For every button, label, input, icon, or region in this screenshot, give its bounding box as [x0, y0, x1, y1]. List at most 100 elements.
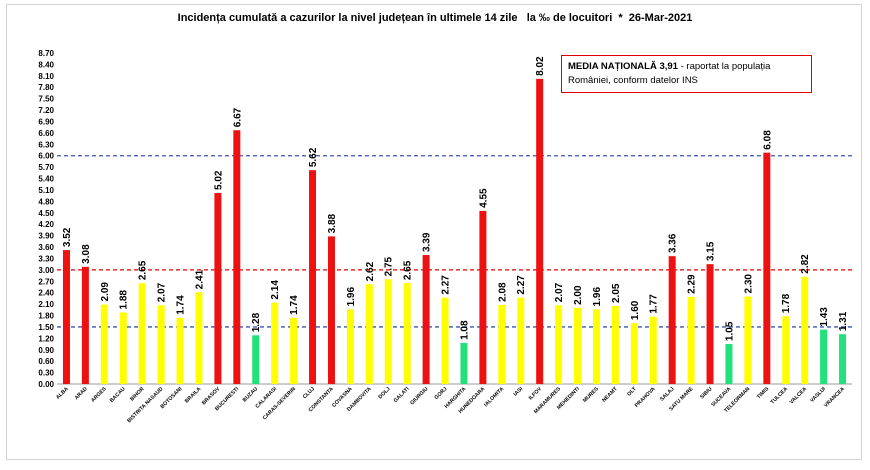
- national-average-description: - raportat la populația României, confor…: [568, 61, 771, 86]
- y-tick-label: 3.60: [38, 243, 54, 252]
- bar: [81, 266, 89, 384]
- category-label: VASLUI: [809, 386, 827, 404]
- category-label: DOLJ: [377, 386, 391, 400]
- value-label: 2.30: [743, 274, 754, 294]
- category-label: IASI: [513, 386, 525, 398]
- category-label: NEAMT: [601, 386, 619, 404]
- value-label: 3.88: [327, 213, 338, 233]
- category-label: VRANCEA: [823, 386, 846, 409]
- value-label: 1.31: [838, 311, 849, 331]
- category-label: CARAS-SEVERIN: [262, 386, 297, 421]
- value-label: 8.02: [535, 56, 546, 76]
- y-tick-label: 5.40: [38, 175, 54, 184]
- bar: [176, 317, 184, 384]
- value-label: 2.29: [687, 274, 698, 294]
- bar: [441, 297, 449, 384]
- value-label: 3.39: [422, 232, 433, 252]
- y-tick-label: 6.90: [38, 117, 54, 126]
- category-label: CLUJ: [302, 386, 316, 400]
- y-tick-label: 5.70: [38, 163, 54, 172]
- category-label: BACAU: [109, 386, 127, 404]
- value-label: 6.08: [762, 130, 773, 150]
- value-label: 4.55: [478, 188, 489, 208]
- y-tick-label: 6.00: [38, 152, 54, 161]
- chart-title: Incidența cumulată a cazurilor la nivel …: [177, 12, 693, 24]
- category-label: IALOMITA: [483, 386, 505, 408]
- bar: [555, 305, 563, 384]
- bar: [290, 317, 298, 384]
- bar: [536, 78, 544, 384]
- bar: [403, 283, 411, 384]
- value-label: 1.05: [724, 321, 735, 341]
- bar: [668, 256, 676, 384]
- value-label: 2.75: [384, 256, 395, 276]
- bar: [706, 264, 714, 384]
- bar: [100, 304, 108, 384]
- bar: [214, 193, 222, 384]
- category-label: GORJ: [434, 386, 449, 401]
- y-tick-label: 7.80: [38, 83, 54, 92]
- bar: [498, 304, 506, 384]
- value-label: 2.27: [441, 275, 452, 295]
- value-label: 1.78: [781, 293, 792, 313]
- y-tick-label: 6.30: [38, 140, 54, 149]
- y-tick-label: 3.00: [38, 266, 54, 275]
- value-label: 1.08: [459, 320, 470, 340]
- value-label: 2.07: [157, 282, 168, 302]
- category-label: OLT: [626, 386, 638, 398]
- chart-frame: [6, 4, 862, 460]
- national-average-note: MEDIA NAȚIONALĂ 3,91 - raportat la popul…: [561, 55, 812, 93]
- value-label: 2.65: [138, 260, 149, 280]
- category-label: BUZAU: [242, 386, 259, 403]
- bar: [252, 335, 260, 384]
- category-label: ALBA: [55, 386, 70, 401]
- category-label: VALCEA: [789, 386, 808, 405]
- y-tick-label: 4.20: [38, 220, 54, 229]
- bar: [611, 306, 619, 384]
- value-label: 2.65: [403, 260, 414, 280]
- value-label: 1.28: [251, 312, 262, 332]
- category-label: BRAILA: [184, 386, 203, 405]
- y-tick-label: 8.70: [38, 49, 54, 58]
- value-label: 2.62: [365, 261, 376, 281]
- value-label: 5.62: [308, 147, 319, 167]
- y-tick-label: 1.80: [38, 312, 54, 321]
- bar: [422, 255, 430, 384]
- category-label: SALAJ: [659, 386, 676, 403]
- value-label: 5.02: [213, 170, 224, 190]
- bar: [649, 316, 657, 384]
- value-label: 3.15: [706, 241, 717, 261]
- category-label: BIHOR: [129, 386, 145, 402]
- bar: [479, 210, 487, 384]
- category-label: TIMIS: [756, 386, 771, 401]
- bar: [271, 302, 279, 384]
- category-label: PRAHOVA: [634, 386, 657, 409]
- value-label: 2.07: [554, 282, 565, 302]
- y-tick-label: 4.80: [38, 197, 54, 206]
- y-tick-label: 8.40: [38, 60, 54, 69]
- value-label: 2.08: [497, 282, 508, 302]
- y-tick-label: 0.00: [38, 380, 54, 389]
- value-label: 2.27: [516, 275, 527, 295]
- category-label: ARAD: [74, 386, 89, 401]
- bar: [763, 152, 771, 384]
- y-tick-label: 0.90: [38, 346, 54, 355]
- y-tick-label: 1.20: [38, 334, 54, 343]
- bar: [744, 296, 752, 384]
- bar: [365, 284, 373, 384]
- y-tick-label: 0.30: [38, 369, 54, 378]
- bar: [138, 283, 146, 384]
- bar: [630, 323, 638, 384]
- bar: [309, 170, 317, 384]
- value-label: 1.88: [119, 290, 130, 310]
- bar: [517, 297, 525, 384]
- national-average-label: MEDIA NAȚIONALĂ 3,91: [568, 61, 678, 72]
- value-label: 2.82: [800, 254, 811, 274]
- y-tick-label: 7.50: [38, 95, 54, 104]
- value-label: 1.77: [649, 294, 660, 314]
- bar: [839, 334, 847, 384]
- category-label: GALATI: [393, 386, 411, 404]
- y-tick-label: 8.10: [38, 72, 54, 81]
- value-label: 3.52: [62, 227, 73, 247]
